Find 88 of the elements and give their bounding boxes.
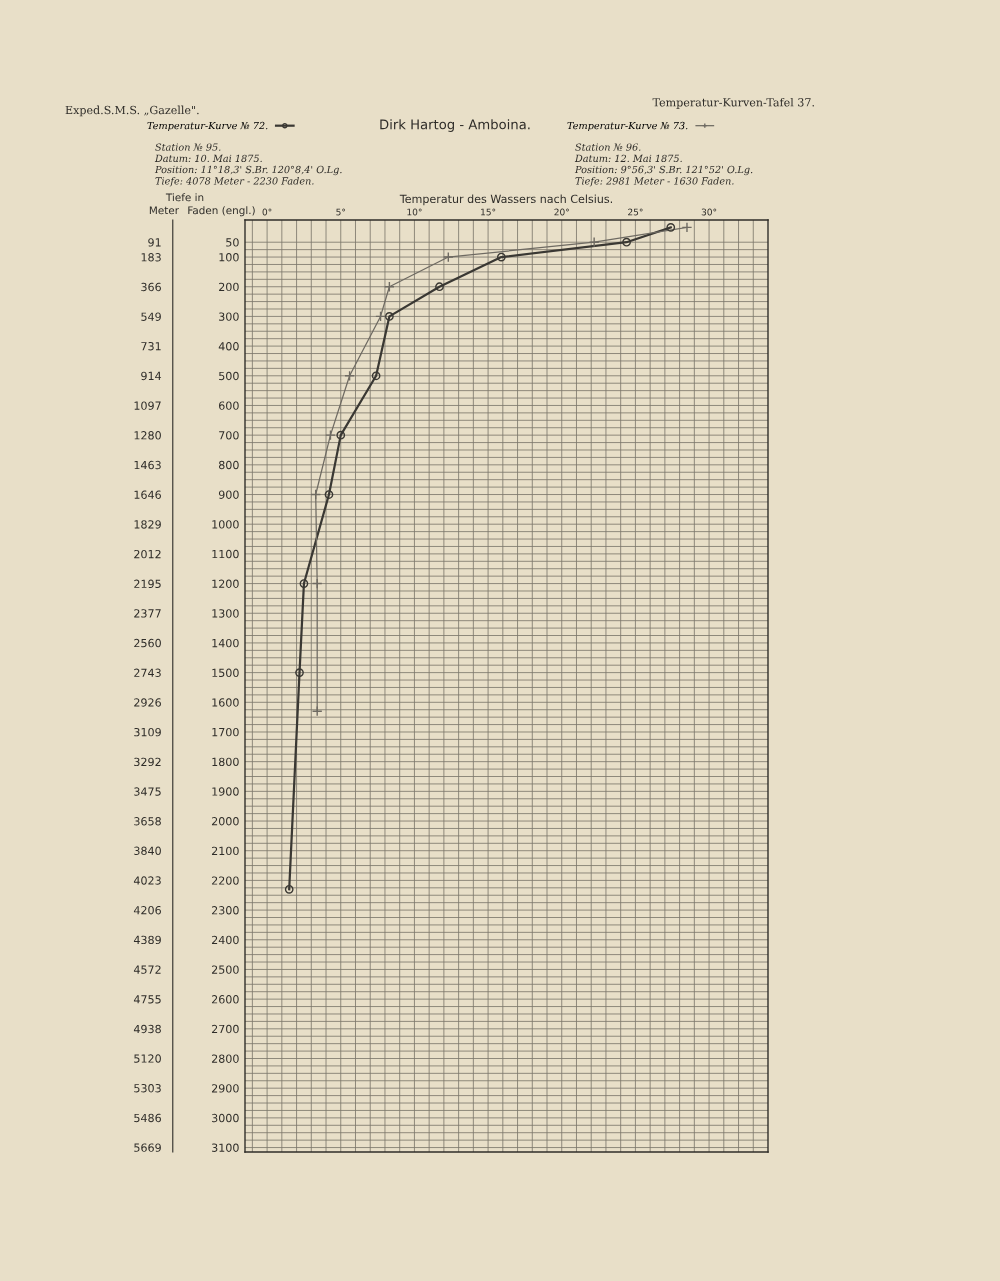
y2-axis-title: Meter (149, 206, 180, 215)
y2-tick-label: 2195 (134, 579, 161, 589)
y-tick-label: 100 (219, 253, 239, 262)
y2-tick-label: 549 (141, 312, 161, 321)
y-tick-label: 300 (219, 312, 239, 321)
y-tick-label: 400 (218, 342, 239, 351)
y2-tick-label: 2926 (134, 698, 161, 707)
y-tick-label: 2700 (211, 1024, 239, 1034)
text: Station № 96. (575, 143, 641, 151)
y-tick-label: 1700 (212, 727, 239, 737)
y2-tick-label: 1829 (134, 520, 161, 529)
y-tick-label: 800 (218, 460, 239, 470)
x-tick-label: 10° (407, 208, 422, 216)
y2-tick-label: 4023 (133, 876, 161, 885)
y2-tick-label: 3475 (134, 787, 161, 796)
y-tick-label: 1100 (212, 549, 239, 559)
y2-tick-label: 1646 (134, 490, 161, 499)
y2-tick-label: 731 (141, 342, 161, 351)
y-tick-label: 2000 (211, 817, 239, 826)
y2-tick-label: 4206 (133, 906, 161, 915)
y-tick-label: 2300 (211, 906, 239, 915)
y-tick-label: 2600 (211, 995, 239, 1004)
text: Tiefe in (165, 193, 204, 202)
x-axis-title: Temperatur des Wassers nach Celsius. (399, 194, 612, 206)
y2-tick-label: 2560 (134, 638, 161, 648)
y2-tick-label: 3109 (134, 727, 161, 737)
y-tick-label: 2100 (211, 846, 239, 856)
text: Exped.S.M.S. „Gazelle". (65, 105, 199, 117)
text: Temperatur-Kurven-Tafel 37. (652, 97, 814, 109)
y-tick-label: 2800 (211, 1054, 239, 1063)
y2-tick-label: 4938 (133, 1024, 161, 1034)
y2-tick-label: 3658 (134, 817, 161, 826)
y-tick-label: 2400 (211, 935, 239, 945)
text: Position: 9°56,3' S.Br. 121°52' O.Lg. (574, 165, 753, 176)
y2-tick-label: 2377 (134, 609, 161, 618)
x-tick-label: 0° (262, 208, 272, 216)
text: Datum: 12. Mai 1875. (574, 154, 682, 163)
y-tick-label: 2900 (211, 1084, 239, 1093)
y2-tick-label: 914 (141, 371, 162, 381)
y-tick-label: 1300 (212, 609, 239, 618)
x-tick-label: 5° (336, 208, 346, 216)
legend-label: Temperatur-Kurve № 73. (567, 121, 688, 132)
y-tick-label: 2200 (211, 876, 239, 885)
y-tick-label: 600 (219, 401, 239, 410)
y-tick-label: 900 (218, 490, 239, 499)
y-tick-label: 1400 (212, 638, 239, 648)
x-tick-label: 20° (554, 208, 569, 216)
x-tick-label: 15° (481, 208, 496, 216)
y2-tick-label: 183 (141, 253, 161, 262)
y2-tick-label: 5120 (134, 1054, 161, 1063)
y-tick-label: 700 (219, 431, 239, 440)
y-tick-label: 1200 (212, 579, 239, 588)
y2-tick-label: 5669 (134, 1143, 161, 1152)
y-tick-label: 50 (226, 238, 239, 247)
chart-title: Dirk Hartog - Amboina. (380, 119, 530, 132)
y2-tick-label: 1097 (134, 401, 161, 410)
y-tick-label: 1900 (212, 787, 239, 796)
y-tick-label: 3100 (212, 1143, 239, 1152)
text: Tiefe: 2981 Meter - 1630 Faden. (575, 177, 734, 187)
text: Datum: 10. Mai 1875. (154, 154, 262, 163)
y-tick-label: 3000 (212, 1113, 239, 1123)
x-tick-label: 30° (701, 208, 717, 216)
y-tick-label: 500 (219, 371, 239, 381)
y2-tick-label: 2743 (134, 668, 161, 677)
y2-tick-label: 1280 (134, 431, 161, 440)
legend-label: Temperatur-Kurve № 72. (147, 121, 268, 132)
y2-tick-label: 91 (148, 238, 161, 247)
y2-tick-label: 1463 (134, 460, 161, 470)
y-axis-title: Faden (engl.) (188, 206, 255, 217)
x-tick-label: 25° (628, 208, 643, 216)
y2-tick-label: 366 (141, 282, 161, 292)
text: Tiefe: 4078 Meter - 2230 Faden. (155, 177, 314, 187)
y2-tick-label: 4572 (133, 965, 161, 974)
y-tick-label: 2500 (211, 965, 239, 974)
y-tick-label: 1600 (212, 698, 239, 707)
y-tick-label: 1500 (212, 668, 239, 677)
y2-tick-label: 5486 (134, 1113, 161, 1123)
y2-tick-label: 3840 (134, 846, 161, 855)
y-tick-label: 1000 (212, 520, 239, 529)
y2-tick-label: 3292 (134, 757, 161, 767)
text: Position: 11°18,3' S.Br. 120°8,4' O.Lg. (154, 165, 342, 176)
y2-tick-label: 4389 (133, 935, 161, 945)
y2-tick-label: 5303 (134, 1084, 161, 1093)
text: Station № 95. (155, 143, 221, 151)
y2-tick-label: 2012 (134, 549, 161, 559)
y-tick-label: 200 (219, 282, 239, 292)
y-tick-label: 1800 (212, 757, 239, 767)
y2-tick-label: 4755 (133, 995, 161, 1004)
